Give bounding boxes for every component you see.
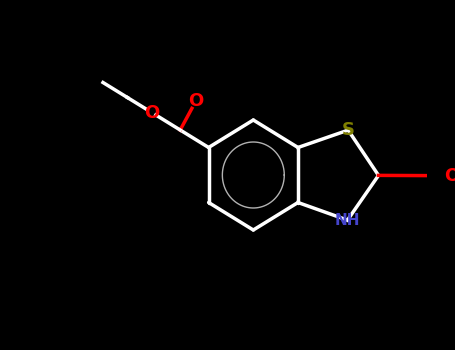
Text: O: O — [444, 167, 455, 185]
Text: O: O — [144, 104, 159, 121]
Text: O: O — [188, 92, 203, 110]
Text: NH: NH — [335, 212, 360, 228]
Text: S: S — [342, 121, 355, 139]
